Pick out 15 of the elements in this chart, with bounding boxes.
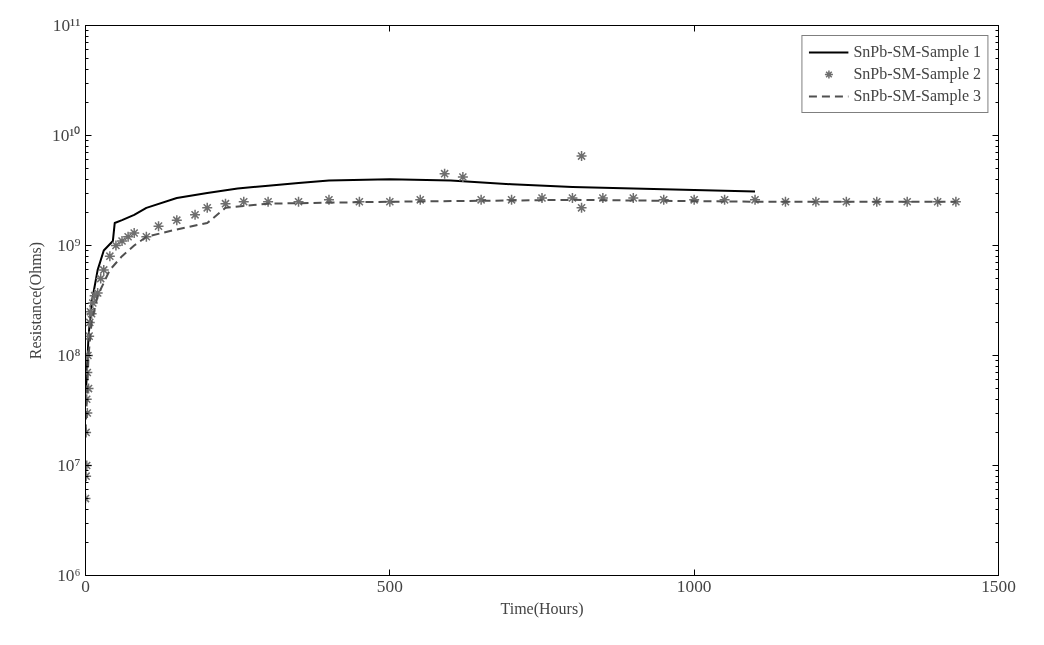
y-tick-label: 10⁸ xyxy=(57,346,81,365)
y-tick-label: 10⁹ xyxy=(57,236,81,255)
x-tick-label: 0 xyxy=(81,576,90,596)
legend-label: SnPb-SM-Sample 1 xyxy=(853,43,981,61)
x-tick-label: 1000 xyxy=(676,576,712,596)
y-tick-label: 10⁷ xyxy=(57,456,81,475)
x-axis-title: Time(Hours) xyxy=(500,599,584,618)
legend-label: SnPb-SM-Sample 2 xyxy=(853,65,981,83)
y-tick-label: 10¹⁰ xyxy=(51,126,81,145)
y-tick-label: 10¹¹ xyxy=(52,16,81,35)
x-tick-label: 500 xyxy=(376,576,403,596)
legend-label: SnPb-SM-Sample 3 xyxy=(853,87,981,105)
y-axis-title: Resistance(Ohms) xyxy=(26,241,45,360)
y-tick-label: 10⁶ xyxy=(57,566,81,585)
x-tick-label: 1500 xyxy=(981,576,1016,596)
